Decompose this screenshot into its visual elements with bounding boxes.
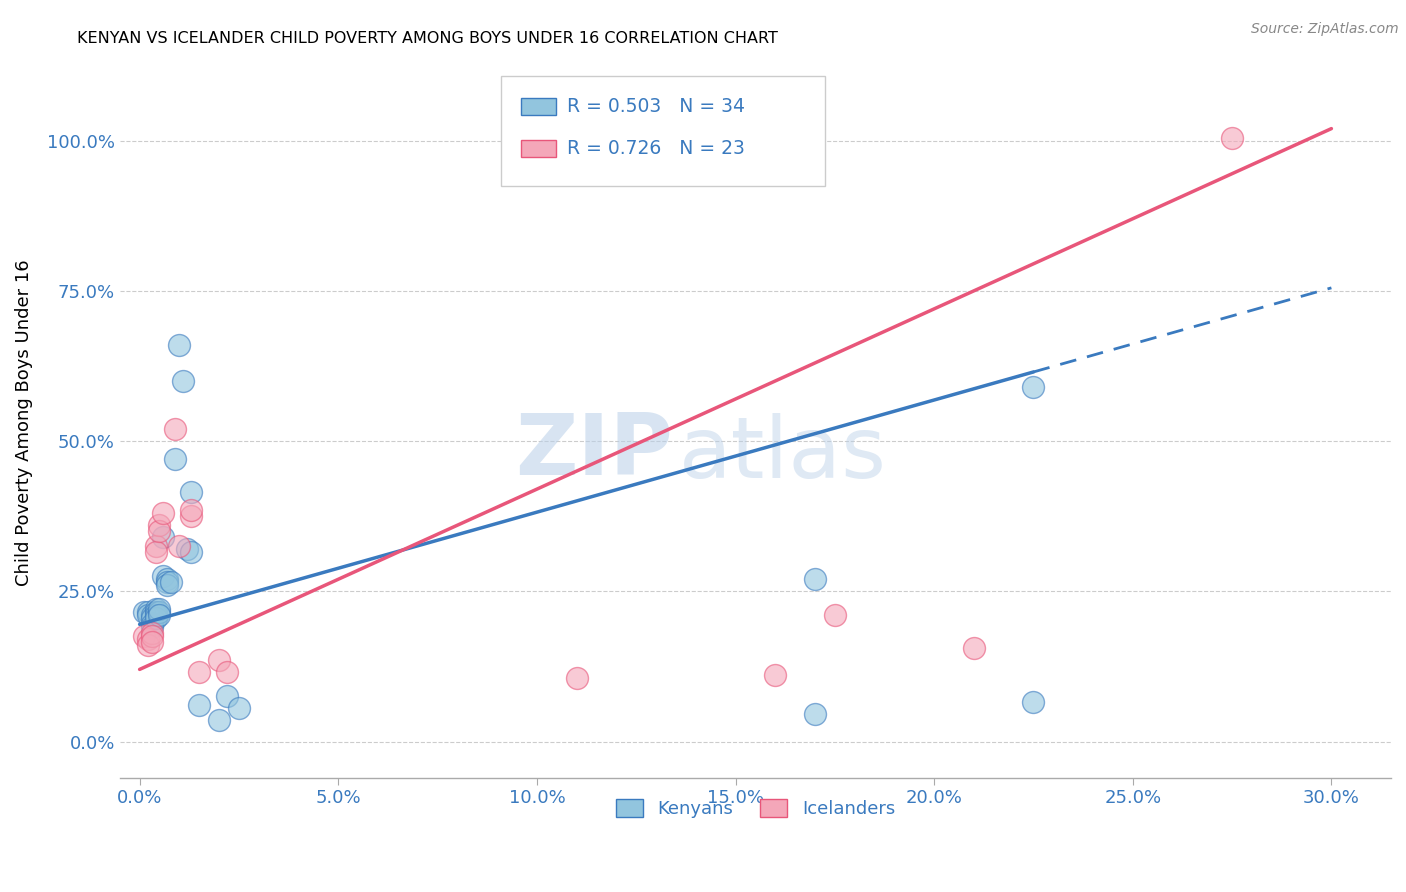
Point [160, 575, 183, 590]
FancyBboxPatch shape [522, 140, 555, 157]
Point [804, 707, 827, 722]
Point [152, 530, 174, 544]
Point [169, 539, 191, 553]
FancyBboxPatch shape [501, 76, 825, 186]
Point [148, 605, 170, 619]
Point [141, 617, 163, 632]
Point [152, 569, 174, 583]
Point [165, 422, 187, 436]
Point [180, 485, 202, 500]
Point [215, 690, 238, 704]
Point [148, 524, 170, 539]
Point [132, 605, 155, 619]
Point [145, 602, 167, 616]
Point [141, 620, 163, 634]
Point [208, 653, 231, 667]
Text: R = 0.503   N = 34: R = 0.503 N = 34 [567, 96, 745, 116]
Point [963, 641, 986, 656]
Point [180, 503, 202, 517]
Point [824, 608, 846, 623]
Point [145, 611, 167, 625]
Point [152, 506, 174, 520]
Point [136, 605, 159, 619]
Point [172, 374, 194, 388]
Text: KENYAN VS ICELANDER CHILD POVERTY AMONG BOYS UNDER 16 CORRELATION CHART: KENYAN VS ICELANDER CHILD POVERTY AMONG … [77, 31, 778, 46]
Legend: Kenyans, Icelanders: Kenyans, Icelanders [609, 792, 903, 825]
Point [1022, 696, 1045, 710]
Point [1220, 130, 1243, 145]
Point [565, 672, 588, 686]
Point [136, 608, 159, 623]
Point [180, 545, 202, 559]
Point [1022, 380, 1045, 394]
Point [188, 698, 211, 713]
Text: ZIP: ZIP [515, 410, 672, 493]
Point [145, 605, 167, 619]
Point [180, 509, 202, 524]
Point [141, 611, 163, 625]
Point [141, 635, 163, 649]
Point [132, 629, 155, 643]
Point [141, 626, 163, 640]
Point [136, 639, 159, 653]
Point [145, 545, 167, 559]
Point [188, 665, 211, 680]
Point [141, 608, 163, 623]
Point [215, 665, 238, 680]
Y-axis label: Child Poverty Among Boys Under 16: Child Poverty Among Boys Under 16 [15, 260, 32, 586]
Point [763, 668, 786, 682]
Point [169, 338, 191, 352]
Point [136, 632, 159, 647]
Point [145, 539, 167, 553]
Text: atlas: atlas [679, 414, 887, 497]
Text: Source: ZipAtlas.com: Source: ZipAtlas.com [1251, 22, 1399, 37]
Point [145, 608, 167, 623]
Point [156, 575, 179, 590]
Point [148, 608, 170, 623]
Point [156, 578, 179, 592]
Point [148, 518, 170, 533]
FancyBboxPatch shape [522, 97, 555, 114]
Point [141, 629, 163, 643]
Point [148, 602, 170, 616]
Point [208, 714, 231, 728]
Point [156, 572, 179, 586]
Point [228, 701, 250, 715]
Point [176, 542, 198, 557]
Text: R = 0.726   N = 23: R = 0.726 N = 23 [567, 139, 745, 158]
Point [165, 452, 187, 467]
Point [804, 572, 827, 586]
